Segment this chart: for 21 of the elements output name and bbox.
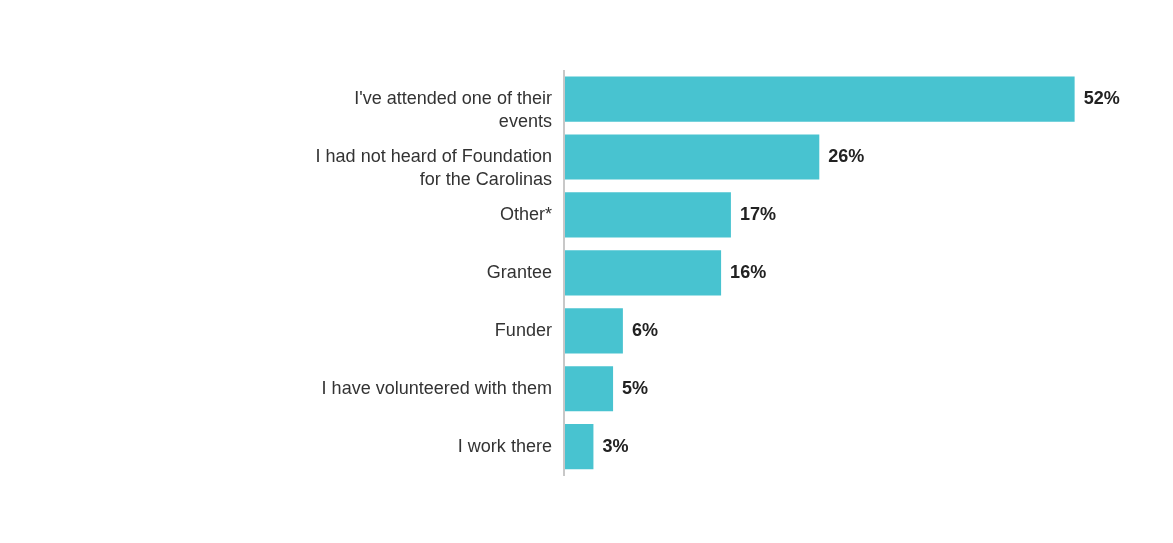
- bar: [563, 424, 594, 470]
- y-tick-label: Funder: [494, 320, 552, 341]
- data-label: 52%: [1083, 88, 1120, 109]
- bar: [563, 308, 623, 354]
- data-label: 6%: [631, 320, 658, 341]
- data-label: 3%: [602, 435, 629, 456]
- data-label: 16%: [730, 262, 767, 283]
- data-label: 26%: [828, 146, 865, 167]
- y-tick-label: I have volunteered with them: [321, 377, 552, 398]
- y-tick-label: I've attended one of their events: [354, 88, 552, 131]
- y-tick-label: I work there: [457, 435, 552, 456]
- bar: [563, 250, 722, 296]
- y-tick-label: I had not heard of Foundation for the Carolinas: [315, 146, 552, 189]
- y-tick-label: Other*: [499, 204, 552, 225]
- y-tick-label: Grantee: [486, 262, 552, 283]
- bar: [563, 134, 820, 180]
- data-label: 17%: [739, 204, 776, 225]
- bar: [563, 192, 731, 238]
- bar: [563, 76, 1075, 122]
- data-label: 5%: [622, 377, 649, 398]
- bar: [563, 366, 614, 412]
